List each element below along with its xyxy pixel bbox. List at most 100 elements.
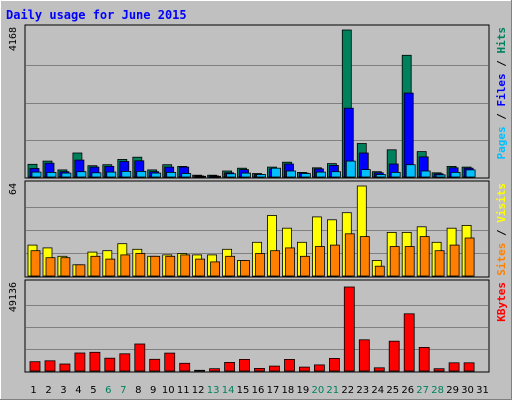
bar-pages-day-27 bbox=[420, 170, 431, 178]
bar-pages-day-13 bbox=[211, 175, 222, 178]
bar-sites-day-24 bbox=[374, 265, 385, 277]
bar-sites-day-19 bbox=[299, 255, 310, 277]
bar-sites-day-5 bbox=[90, 255, 101, 277]
bar-kbytes-day-17 bbox=[269, 365, 280, 372]
bar-sites-day-13 bbox=[210, 261, 221, 277]
x-tick-label-6: 6 bbox=[105, 385, 111, 396]
bar-kbytes-day-9 bbox=[149, 358, 161, 372]
bar-kbytes-day-3 bbox=[59, 363, 71, 372]
x-tick-label-17: 17 bbox=[267, 385, 280, 396]
bar-pages-day-23 bbox=[360, 169, 371, 178]
legend-item-kbytes: KBytes bbox=[495, 282, 508, 322]
bar-sites-day-25 bbox=[389, 246, 400, 277]
x-tick-label-9: 9 bbox=[150, 385, 156, 396]
x-tick-label-27: 27 bbox=[416, 385, 429, 396]
bar-pages-day-30 bbox=[465, 169, 476, 178]
x-tick-label-4: 4 bbox=[75, 385, 81, 396]
bar-kbytes-day-13 bbox=[209, 368, 221, 372]
bar-kbytes-day-21 bbox=[328, 357, 340, 372]
bar-sites-day-30 bbox=[464, 237, 475, 277]
bar-pages-day-2 bbox=[46, 171, 57, 178]
bar-kbytes-day-29 bbox=[448, 362, 460, 372]
bar-pages-day-19 bbox=[300, 173, 311, 178]
bar-sites-day-11 bbox=[180, 254, 191, 277]
bar-pages-day-4 bbox=[76, 171, 87, 178]
bar-kbytes-day-1 bbox=[29, 361, 41, 372]
bar-pages-day-15 bbox=[241, 172, 251, 178]
bar-sites-day-10 bbox=[165, 255, 176, 277]
bar-sites-day-3 bbox=[60, 257, 71, 277]
x-tick-label-7: 7 bbox=[120, 385, 126, 396]
bar-kbytes-day-28 bbox=[433, 368, 445, 372]
x-tick-label-10: 10 bbox=[162, 385, 175, 396]
bar-sites-day-12 bbox=[195, 258, 206, 277]
bar-sites-day-4 bbox=[75, 264, 86, 277]
bar-pages-day-26 bbox=[405, 164, 416, 178]
bar-kbytes-day-22 bbox=[343, 286, 355, 372]
x-tick-label-8: 8 bbox=[135, 385, 141, 396]
x-tick-label-21: 21 bbox=[326, 385, 339, 396]
bar-kbytes-day-16 bbox=[254, 367, 265, 372]
bar-pages-day-21 bbox=[330, 171, 341, 178]
bar-kbytes-day-6 bbox=[104, 357, 116, 372]
bar-pages-day-17 bbox=[271, 167, 281, 178]
bar-pages-day-20 bbox=[315, 171, 326, 178]
legend-item-hits: Hits bbox=[495, 27, 508, 54]
panel-bottom: 49136 KBytes bbox=[8, 279, 508, 373]
panel-middle: 64 Sites / Visits bbox=[8, 180, 508, 278]
chart-panels: 4168 Pages / Files / Hits 64 Sites / Visits… bbox=[8, 24, 508, 373]
bar-pages-day-16 bbox=[256, 174, 266, 178]
bar-sites-day-23 bbox=[359, 236, 370, 277]
x-tick-label-1: 1 bbox=[30, 385, 36, 396]
bar-kbytes-day-7 bbox=[119, 353, 131, 372]
x-tick-label-13: 13 bbox=[207, 385, 220, 396]
legend-separator: / bbox=[495, 107, 508, 127]
bar-sites-day-1 bbox=[30, 250, 41, 277]
bar-pages-day-6 bbox=[106, 171, 117, 178]
bar-sites-day-8 bbox=[135, 253, 146, 277]
x-tick-label-31: 31 bbox=[476, 385, 489, 396]
x-tick-label-26: 26 bbox=[401, 385, 414, 396]
bar-kbytes-day-11 bbox=[179, 362, 191, 372]
bar-pages-day-18 bbox=[286, 170, 296, 178]
bar-pages-day-25 bbox=[390, 171, 401, 178]
x-tick-label-14: 14 bbox=[222, 385, 235, 396]
bar-pages-day-22 bbox=[345, 160, 356, 178]
bar-sites-day-21 bbox=[329, 244, 340, 277]
legend-item-pages: Pages bbox=[495, 126, 508, 159]
bar-sites-day-29 bbox=[449, 244, 460, 277]
x-tick-label-28: 28 bbox=[431, 385, 444, 396]
y-tick-label-middle: 64 bbox=[8, 183, 19, 195]
bar-sites-day-20 bbox=[314, 246, 325, 277]
bar-kbytes-day-18 bbox=[284, 358, 295, 372]
legend-separator: / bbox=[495, 223, 508, 243]
bar-kbytes-day-27 bbox=[418, 346, 430, 372]
y-tick-label-top: 4168 bbox=[8, 27, 19, 51]
bar-kbytes-day-19 bbox=[298, 366, 310, 372]
bar-sites-day-9 bbox=[150, 255, 161, 277]
bar-kbytes-day-23 bbox=[358, 339, 370, 372]
legend-item-visits: Visits bbox=[495, 183, 508, 223]
bar-sites-day-2 bbox=[45, 257, 56, 277]
bar-sites-day-7 bbox=[120, 254, 131, 277]
bar-kbytes-day-25 bbox=[388, 340, 400, 372]
x-tick-label-30: 30 bbox=[461, 385, 474, 396]
x-tick-label-20: 20 bbox=[312, 385, 325, 396]
x-tick-label-12: 12 bbox=[192, 385, 205, 396]
legend-bottom: KBytes bbox=[495, 282, 508, 322]
legend-separator: / bbox=[495, 54, 508, 74]
legend-item-sites: Sites bbox=[495, 243, 508, 276]
bar-pages-day-11 bbox=[181, 173, 192, 178]
x-tick-label-24: 24 bbox=[371, 385, 384, 396]
x-tick-label-23: 23 bbox=[356, 385, 369, 396]
bar-kbytes-day-8 bbox=[134, 343, 146, 372]
bar-sites-day-6 bbox=[105, 258, 116, 277]
bar-kbytes-day-30 bbox=[463, 362, 475, 372]
y-tick-label-bottom: 49136 bbox=[8, 282, 19, 312]
x-tick-label-15: 15 bbox=[237, 385, 250, 396]
bar-kbytes-day-10 bbox=[164, 352, 176, 372]
bar-pages-day-24 bbox=[375, 174, 386, 178]
panel-top: 4168 Pages / Files / Hits bbox=[8, 24, 508, 179]
x-tick-label-2: 2 bbox=[45, 385, 51, 396]
bar-kbytes-day-26 bbox=[403, 313, 415, 372]
